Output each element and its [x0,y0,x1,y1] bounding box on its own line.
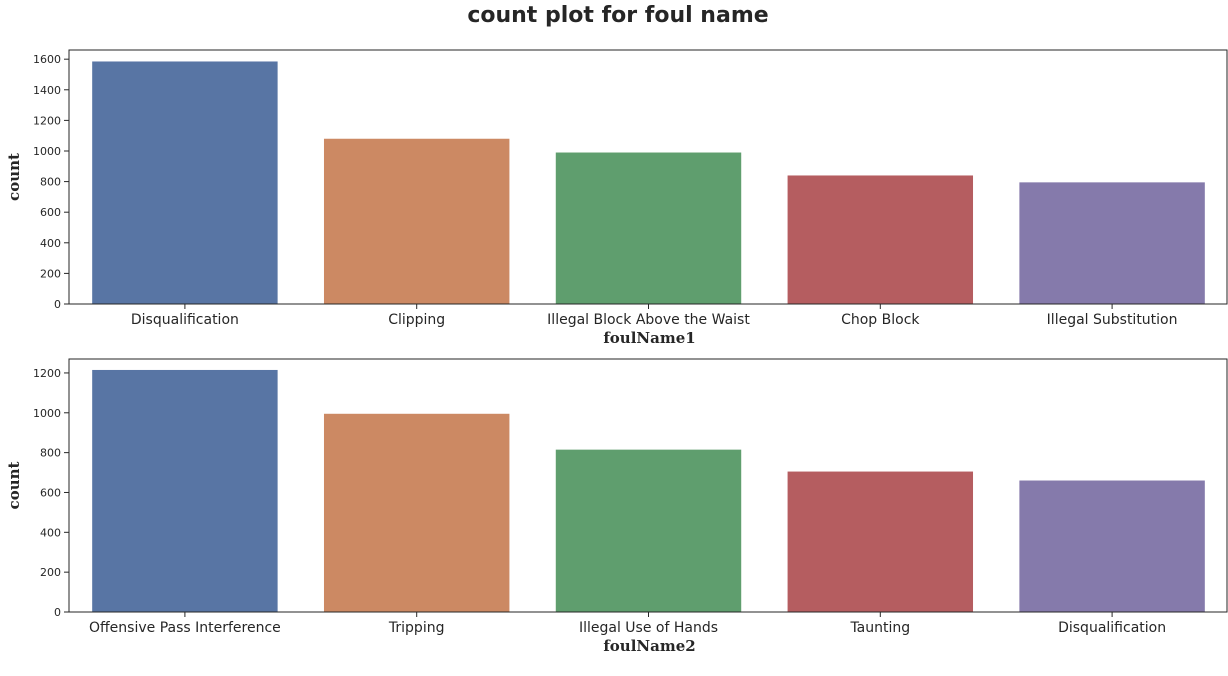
y-tick-label: 1600 [33,53,61,66]
y-tick-label: 1000 [33,407,61,420]
x-tick-label-illegal-use-of-hands: Illegal Use of Hands [579,620,718,636]
x-tick-label-clipping: Clipping [388,312,445,328]
y-tick-label: 1400 [33,84,61,97]
subplot-foulname1: 0 200 400 600 800 1000 1200 1400 1600 Disqualific… [5,49,1228,347]
subplot-foulname2: 0 200 400 600 800 1000 1200 Offensive Pass Inte… [5,358,1228,655]
y-tick-label: 1200 [33,367,61,380]
bar-illegal-block-above-the-waist [555,152,742,304]
y-tick-label: 1000 [33,145,61,158]
y-tick-label: 1200 [33,114,61,127]
y-tick-label: 600 [40,486,61,499]
chart-title: count plot for foul name [467,3,768,28]
bar-disqualification [1019,480,1205,612]
y-axis-label: count [5,461,23,509]
bar-clipping [323,138,510,304]
y-tick-label: 600 [40,206,61,219]
x-tick-label-illegal-substitution: Illegal Substitution [1047,312,1178,328]
bar-disqualification [92,61,278,304]
x-tick-label-taunting: Taunting [849,620,910,636]
bar-illegal-substitution [1019,182,1205,304]
y-tick-label: 800 [40,447,61,460]
x-tick-label-disqualification: Disqualification [131,312,239,328]
y-axis-label: count [5,153,23,201]
bar-offensive-pass-interference [92,369,278,612]
y-tick-label: 0 [54,606,61,619]
y-tick-label: 800 [40,176,61,189]
x-tick-label-disqualification: Disqualification [1058,620,1166,636]
x-axis-label: foulName1 [603,329,695,347]
bar-taunting [787,471,974,612]
y-tick-label: 400 [40,526,61,539]
bar-tripping [323,413,510,612]
x-tick-label-tripping: Tripping [388,620,445,636]
x-tick-label-chop-block: Chop Block [841,312,920,328]
y-tick-label: 400 [40,237,61,250]
bar-illegal-use-of-hands [555,449,742,612]
y-tick-label: 0 [54,298,61,311]
x-tick-label-offensive-pass-interference: Offensive Pass Interference [89,620,281,636]
bar-chop-block [787,175,974,304]
x-axis-label: foulName2 [603,637,695,655]
x-tick-label-illegal-block-above-the-waist: Illegal Block Above the Waist [547,312,750,328]
y-tick-label: 200 [40,566,61,579]
y-tick-label: 200 [40,267,61,280]
